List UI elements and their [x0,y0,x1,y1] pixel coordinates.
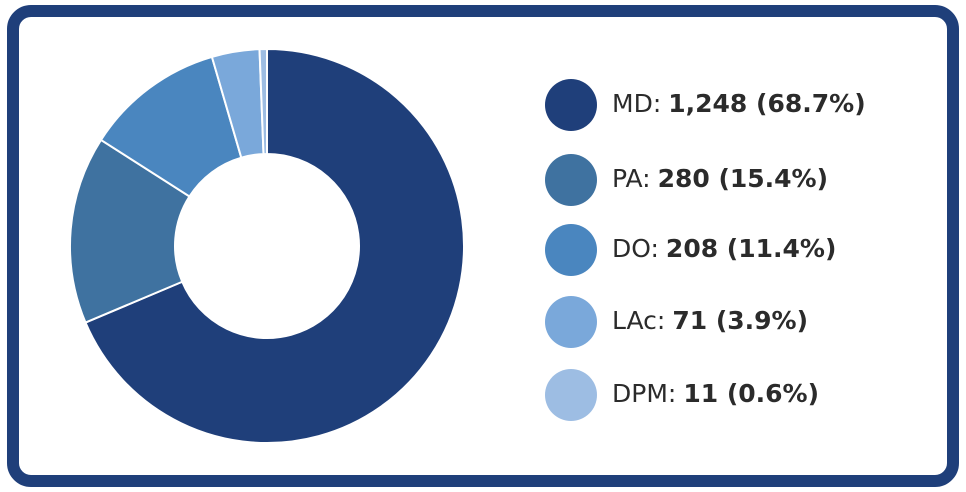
legend-value: 11 (0.6%) [683,379,819,408]
slice [69,138,191,324]
legend-label: DPM: [612,379,676,408]
legend-entry: LAc: 71 (3.9%) [612,306,808,335]
legend-swatch [545,79,597,131]
legend-entry: PA: 280 (15.4%) [612,164,828,193]
legend-value: 208 (11.4%) [666,234,836,263]
legend-swatch [545,154,597,206]
legend-entry: DO: 208 (11.4%) [612,234,836,263]
legend-value: 1,248 (68.7%) [668,89,865,118]
legend-value: 71 (3.9%) [672,306,808,335]
legend-value: 280 (15.4%) [658,164,828,193]
slice [258,47,268,156]
legend-swatch [545,369,597,421]
legend: MD: 1,248 (68.7%) PA: 280 (15.4%) DO: 208 (11… [545,79,866,421]
donut [69,47,465,444]
legend-label: PA: [612,164,651,193]
legend-label: DO: [612,234,659,263]
legend-label: MD: [612,89,661,118]
legend-swatch [545,296,597,348]
legend-entry: MD: 1,248 (68.7%) [612,89,866,118]
legend-swatch [545,224,597,276]
slice [84,47,465,444]
legend-entry: DPM: 11 (0.6%) [612,379,819,408]
legend-label: LAc: [612,306,665,335]
